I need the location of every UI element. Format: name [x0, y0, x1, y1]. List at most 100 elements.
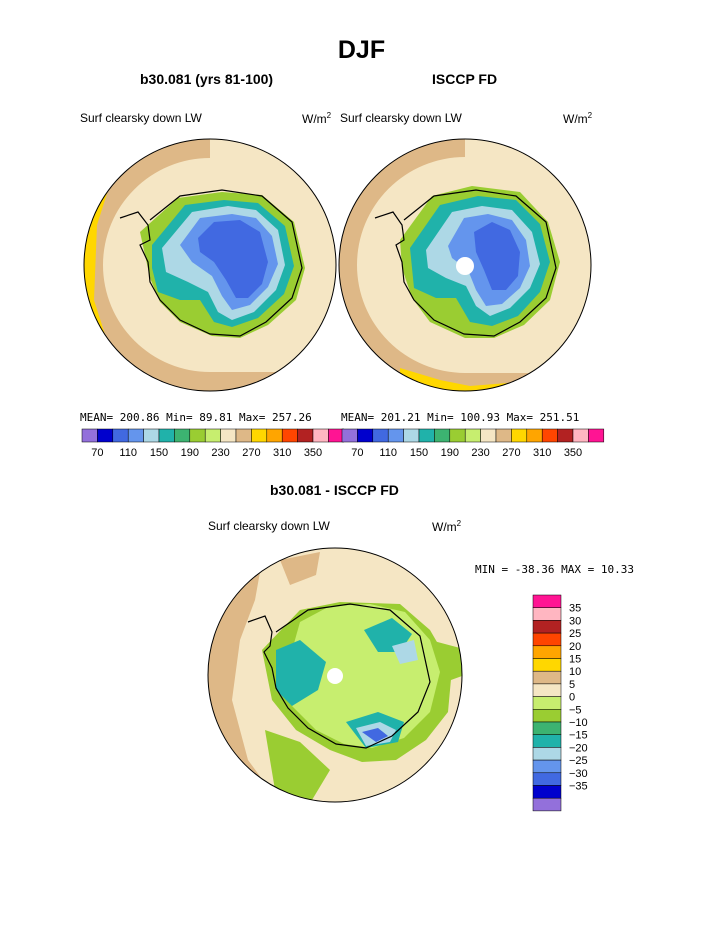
map-obs-coastline	[374, 189, 557, 337]
panel3-colorbar-label: 30	[569, 615, 581, 627]
panel3-colorbar-label: −5	[569, 704, 582, 716]
map-diff-blue-south	[362, 728, 388, 742]
panel2-colorbar-box	[357, 428, 374, 443]
panel2-colorbar-box	[341, 428, 358, 443]
map-diff-teal-west	[276, 640, 326, 706]
panel2-colorbar-box	[557, 428, 574, 443]
panel3-colorbar-label: 5	[569, 679, 575, 691]
panel3-colorbar-label: −10	[569, 717, 588, 729]
panel3-colorbar-box	[532, 670, 562, 685]
panel3-colorbar-box	[532, 721, 562, 735]
panel1-colorbar-box	[235, 428, 252, 443]
panel2-stats: MEAN= 201.21 Min= 100.93 Max= 251.51	[341, 411, 580, 424]
panel3-variable-label: Surf clearsky down LW	[208, 519, 330, 533]
figure-title: DJF	[337, 36, 386, 64]
panel1-colorbar-label: 150	[150, 447, 168, 459]
panel3-colorbar-box	[532, 620, 562, 634]
panel1-colorbar-box	[251, 428, 268, 443]
panel1-colorbar-box	[328, 428, 345, 443]
panel1-colorbar-box	[127, 428, 144, 443]
map-obs	[339, 139, 591, 391]
panel3-colorbar-box	[532, 594, 562, 608]
panel1-colorbar-label: 230	[211, 447, 229, 459]
panel1-colorbar-label: 190	[181, 447, 199, 459]
panel3-units: W/m2	[432, 519, 462, 534]
panel1-colorbar-label: 310	[273, 447, 291, 459]
colorbars: 70 110 150 190 230 270 310 350 70 110 150 190 230 270…	[81, 428, 605, 812]
panel1-colorbar-box	[81, 428, 98, 443]
panel3-colorbar-label: 10	[569, 666, 581, 678]
panel1-colorbar-box	[281, 428, 298, 443]
panel2-colorbar-label: 310	[533, 447, 551, 459]
panel2-colorbar-box	[418, 428, 435, 443]
panel1-colorbar-box	[189, 428, 206, 443]
map-diff-negative-sw	[265, 730, 330, 800]
panel2-colorbar-label: 350	[564, 447, 582, 459]
panel2-colorbar-box	[372, 428, 389, 443]
map-diff-pole-hole	[327, 668, 343, 684]
map-model-border	[83, 138, 337, 392]
panel3-colorbar-label: −30	[569, 768, 588, 780]
panel2-colorbar-box	[387, 428, 404, 443]
panel3-colorbar-label: 25	[569, 628, 581, 640]
panel3-colorbar-box	[532, 607, 562, 621]
panel1-colorbar-label: 70	[91, 447, 103, 459]
panel2-colorbar-box	[526, 428, 543, 443]
panel1-colorbar-box	[204, 428, 221, 443]
map-model	[84, 139, 336, 391]
panel1-colorbar-box	[312, 428, 329, 443]
panel2-colorbar-box	[588, 428, 605, 443]
panel2-colorbar-box	[480, 428, 497, 443]
panel3-colorbar-box	[532, 683, 562, 697]
panel2-title: ISCCP FD	[432, 71, 498, 87]
panel3-colorbar-box	[532, 696, 562, 710]
panel3-colorbar-box	[532, 709, 562, 723]
panel3-colorbar-label: −20	[569, 742, 588, 754]
panel1-colorbar-box	[174, 428, 191, 443]
panel2-colorbar-box	[464, 428, 481, 443]
panel1-colorbar-box	[97, 428, 114, 443]
map-obs-pole-hole	[456, 257, 474, 275]
panel1-colorbar-label: 270	[242, 447, 260, 459]
panel1-colorbar-label: 350	[304, 447, 322, 459]
panel3-colorbar-label: 15	[569, 654, 581, 666]
panel3-title: b30.081 - ISCCP FD	[270, 482, 399, 498]
panel3-colorbar-label: −15	[569, 730, 588, 742]
map-diff	[208, 548, 462, 802]
panel3-colorbar-box	[532, 747, 562, 761]
panel2-colorbar-box	[541, 428, 558, 443]
panel3-colorbar-box	[532, 772, 562, 786]
panel1-units: W/m2	[302, 111, 332, 126]
panel3-colorbar-box	[532, 658, 562, 672]
panel1-colorbar-box	[266, 428, 283, 443]
panel2-colorbar-box	[449, 428, 466, 443]
panel3-colorbar-box	[532, 759, 562, 774]
map-diff-positive-patch-north	[280, 552, 320, 585]
map-obs-border	[338, 138, 592, 392]
panel2-variable-label: Surf clearsky down LW	[340, 111, 462, 125]
panel2-colorbar-box	[434, 428, 451, 443]
panel1-colorbar-box	[220, 428, 237, 443]
panel2-colorbar-box	[511, 428, 528, 443]
panel3-colorbar-label: 35	[569, 603, 581, 615]
map-diff-border	[207, 547, 463, 803]
panel1-colorbar-box	[297, 428, 314, 443]
panel2-colorbar-box	[403, 428, 420, 443]
panel3-colorbar-box	[532, 785, 562, 799]
panel2-colorbar-label: 230	[471, 447, 489, 459]
map-diff-lightblue-east	[392, 640, 418, 664]
panel2-colorbar-label: 70	[351, 447, 363, 459]
panel3-colorbar-label: 0	[569, 692, 575, 704]
panel3-colorbar-label: −25	[569, 755, 588, 767]
panel1-colorbar-box	[158, 428, 175, 443]
panel1-variable-label: Surf clearsky down LW	[80, 111, 202, 125]
panel2-colorbar-label: 150	[410, 447, 428, 459]
panel3-colorbar-box	[532, 645, 562, 659]
panel2-colorbar-label: 110	[379, 447, 397, 459]
map-diff-teal-east	[364, 618, 412, 652]
panel3-stats: MIN = -38.36 MAX = 10.33	[475, 563, 634, 576]
panel1-stats: MEAN= 200.86 Min= 89.81 Max= 257.26	[80, 411, 312, 424]
map-obs-royalblue	[474, 222, 520, 290]
panel1-colorbar-label: 110	[119, 447, 137, 459]
